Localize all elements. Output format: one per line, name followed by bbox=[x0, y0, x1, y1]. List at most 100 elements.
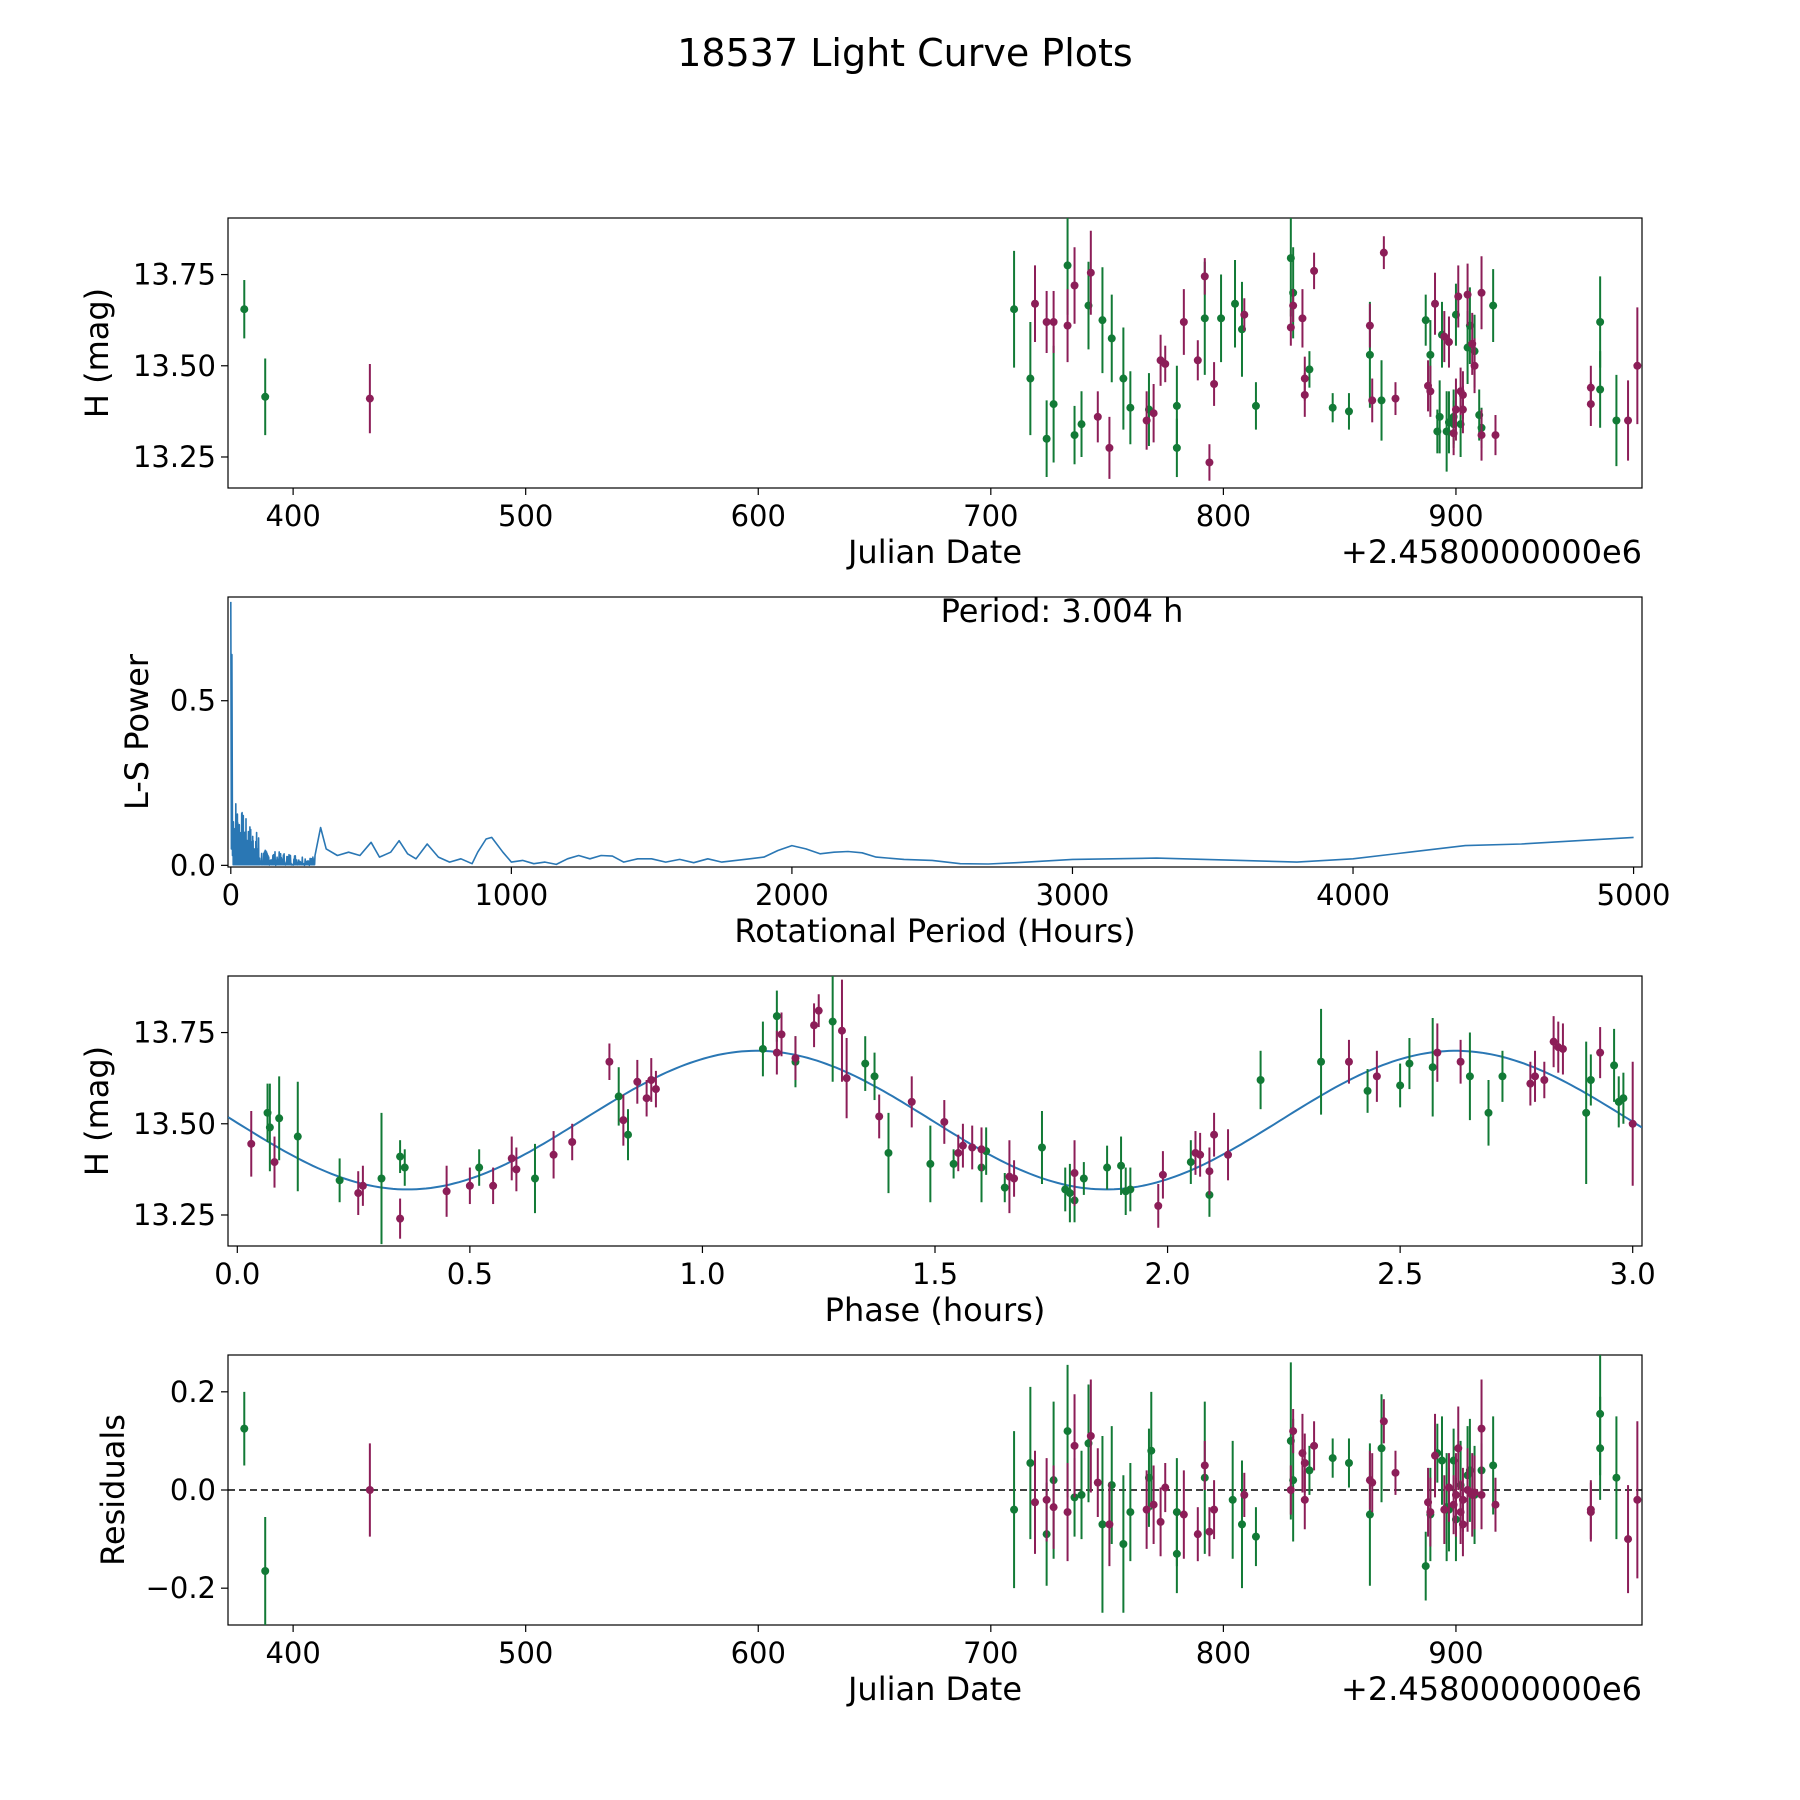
magenta-data-point bbox=[247, 1139, 256, 1148]
x-tick-label: 4000 bbox=[1316, 878, 1390, 912]
periodogram-marks bbox=[230, 601, 1634, 867]
green-data-point bbox=[1344, 1459, 1353, 1467]
green-data-point bbox=[1217, 314, 1226, 323]
magenta-data-point bbox=[365, 1486, 374, 1494]
magenta-data-point bbox=[1010, 1174, 1019, 1183]
green-data-point bbox=[1147, 1446, 1156, 1455]
green-data-point bbox=[1305, 1466, 1314, 1475]
x-tick-label: 400 bbox=[265, 1636, 320, 1670]
green-data-point bbox=[758, 1044, 767, 1053]
green-data-point bbox=[1426, 350, 1435, 359]
green-data-point bbox=[1365, 350, 1374, 359]
x-tick-label: 2.0 bbox=[1145, 1257, 1191, 1291]
light-curve-marks bbox=[240, 218, 1642, 481]
x-tick-label: 700 bbox=[963, 1636, 1018, 1670]
green-data-point bbox=[1070, 431, 1079, 440]
panel-residuals: 400 500 600 700 800 900 −0.2 0.0 0.2 Julian Date… bbox=[94, 1354, 1643, 1708]
magenta-data-point bbox=[1063, 1508, 1072, 1517]
green-data-point bbox=[293, 1132, 302, 1141]
green-data-point bbox=[1437, 1456, 1446, 1465]
data-layer bbox=[228, 1355, 1642, 1625]
magenta-data-point bbox=[1477, 288, 1486, 297]
magenta-data-point bbox=[791, 1054, 800, 1063]
magenta-data-point bbox=[1154, 1201, 1163, 1210]
green-data-point bbox=[1065, 1189, 1074, 1198]
magenta-data-point bbox=[1458, 405, 1467, 414]
magenta-data-point bbox=[954, 1148, 963, 1157]
green-data-point bbox=[530, 1174, 539, 1183]
y-tick-label: 0.2 bbox=[170, 1375, 216, 1409]
magenta-data-point bbox=[1149, 1500, 1158, 1509]
magenta-data-point bbox=[1042, 317, 1051, 326]
magenta-data-point bbox=[633, 1077, 642, 1086]
green-data-point bbox=[1000, 1183, 1009, 1192]
x-tick-label: 700 bbox=[963, 499, 1018, 533]
green-data-point bbox=[1200, 314, 1209, 323]
green-data-point bbox=[1098, 1520, 1107, 1529]
y-tick-label: −0.2 bbox=[146, 1571, 216, 1605]
x-tick-label: 0 bbox=[222, 878, 240, 912]
magenta-data-point bbox=[1149, 409, 1158, 418]
magenta-data-point bbox=[1142, 416, 1151, 425]
x-tick-label: 2000 bbox=[755, 878, 829, 912]
x-tick-label: 2.5 bbox=[1377, 1257, 1423, 1291]
y-tick-label: 13.25 bbox=[133, 1198, 216, 1232]
magenta-data-point bbox=[1633, 1495, 1642, 1504]
magenta-data-point bbox=[875, 1112, 884, 1121]
magenta-data-point bbox=[1161, 359, 1170, 368]
folded-ylabel: H (mag) bbox=[78, 1046, 116, 1176]
green-data-point bbox=[1119, 374, 1128, 383]
x-tick-label: 400 bbox=[265, 499, 320, 533]
magenta-data-point bbox=[1491, 431, 1500, 440]
figure-title: 18537 Light Curve Plots bbox=[677, 31, 1132, 75]
magenta-data-point bbox=[1444, 1483, 1453, 1492]
periodogram-ylabel: L-S Power bbox=[118, 653, 156, 810]
magenta-data-point bbox=[1142, 1505, 1151, 1514]
light-curve-frame bbox=[227, 217, 1643, 489]
magenta-data-point bbox=[1372, 1072, 1381, 1081]
green-data-point bbox=[377, 1174, 386, 1183]
green-data-point bbox=[1172, 1508, 1181, 1517]
magenta-data-point bbox=[1470, 361, 1479, 370]
magenta-data-point bbox=[1456, 1057, 1465, 1066]
magenta-data-point bbox=[1086, 268, 1095, 277]
magenta-data-point bbox=[512, 1165, 521, 1174]
green-data-point bbox=[1126, 403, 1135, 412]
green-data-point bbox=[614, 1092, 623, 1101]
magenta-data-point bbox=[465, 1181, 474, 1190]
green-data-point bbox=[1117, 1161, 1126, 1170]
green-data-point bbox=[1328, 1454, 1337, 1463]
magenta-data-point bbox=[1210, 1505, 1219, 1514]
magenta-data-point bbox=[810, 1021, 819, 1030]
magenta-data-point bbox=[1344, 1057, 1353, 1066]
green-data-point bbox=[772, 1012, 781, 1021]
magenta-data-point bbox=[968, 1143, 977, 1152]
green-data-point bbox=[1484, 1108, 1493, 1117]
magenta-data-point bbox=[1205, 1167, 1214, 1176]
x-tick-label: 1.0 bbox=[679, 1257, 725, 1291]
green-data-point bbox=[884, 1148, 893, 1157]
magenta-data-point bbox=[489, 1181, 498, 1190]
green-data-point bbox=[861, 1059, 870, 1068]
green-data-point bbox=[1126, 1508, 1135, 1517]
green-data-point bbox=[265, 1123, 274, 1132]
magenta-data-point bbox=[1586, 400, 1595, 409]
magenta-data-point bbox=[1196, 1150, 1205, 1159]
magenta-data-point bbox=[1451, 405, 1460, 414]
green-data-point bbox=[1228, 1495, 1237, 1504]
green-data-point bbox=[1596, 317, 1605, 326]
magenta-data-point bbox=[1431, 299, 1440, 308]
folded-axes: 0.0 0.5 1.0 1.5 2.0 2.5 3.0 13.25 13.50 13.75 bbox=[133, 1016, 1656, 1291]
green-data-point bbox=[1610, 1061, 1619, 1070]
x-tick-label: 0.0 bbox=[214, 1257, 260, 1291]
magenta-data-point bbox=[1491, 1500, 1500, 1509]
magenta-data-point bbox=[1042, 1495, 1051, 1504]
y-tick-label: 13.50 bbox=[133, 349, 216, 383]
green-data-point bbox=[1237, 1520, 1246, 1529]
green-data-point bbox=[1582, 1108, 1591, 1117]
green-data-point bbox=[1596, 385, 1605, 394]
magenta-data-point bbox=[907, 1097, 916, 1106]
folded-xlabel: Phase (hours) bbox=[825, 1291, 1046, 1329]
magenta-data-point bbox=[1368, 396, 1377, 405]
